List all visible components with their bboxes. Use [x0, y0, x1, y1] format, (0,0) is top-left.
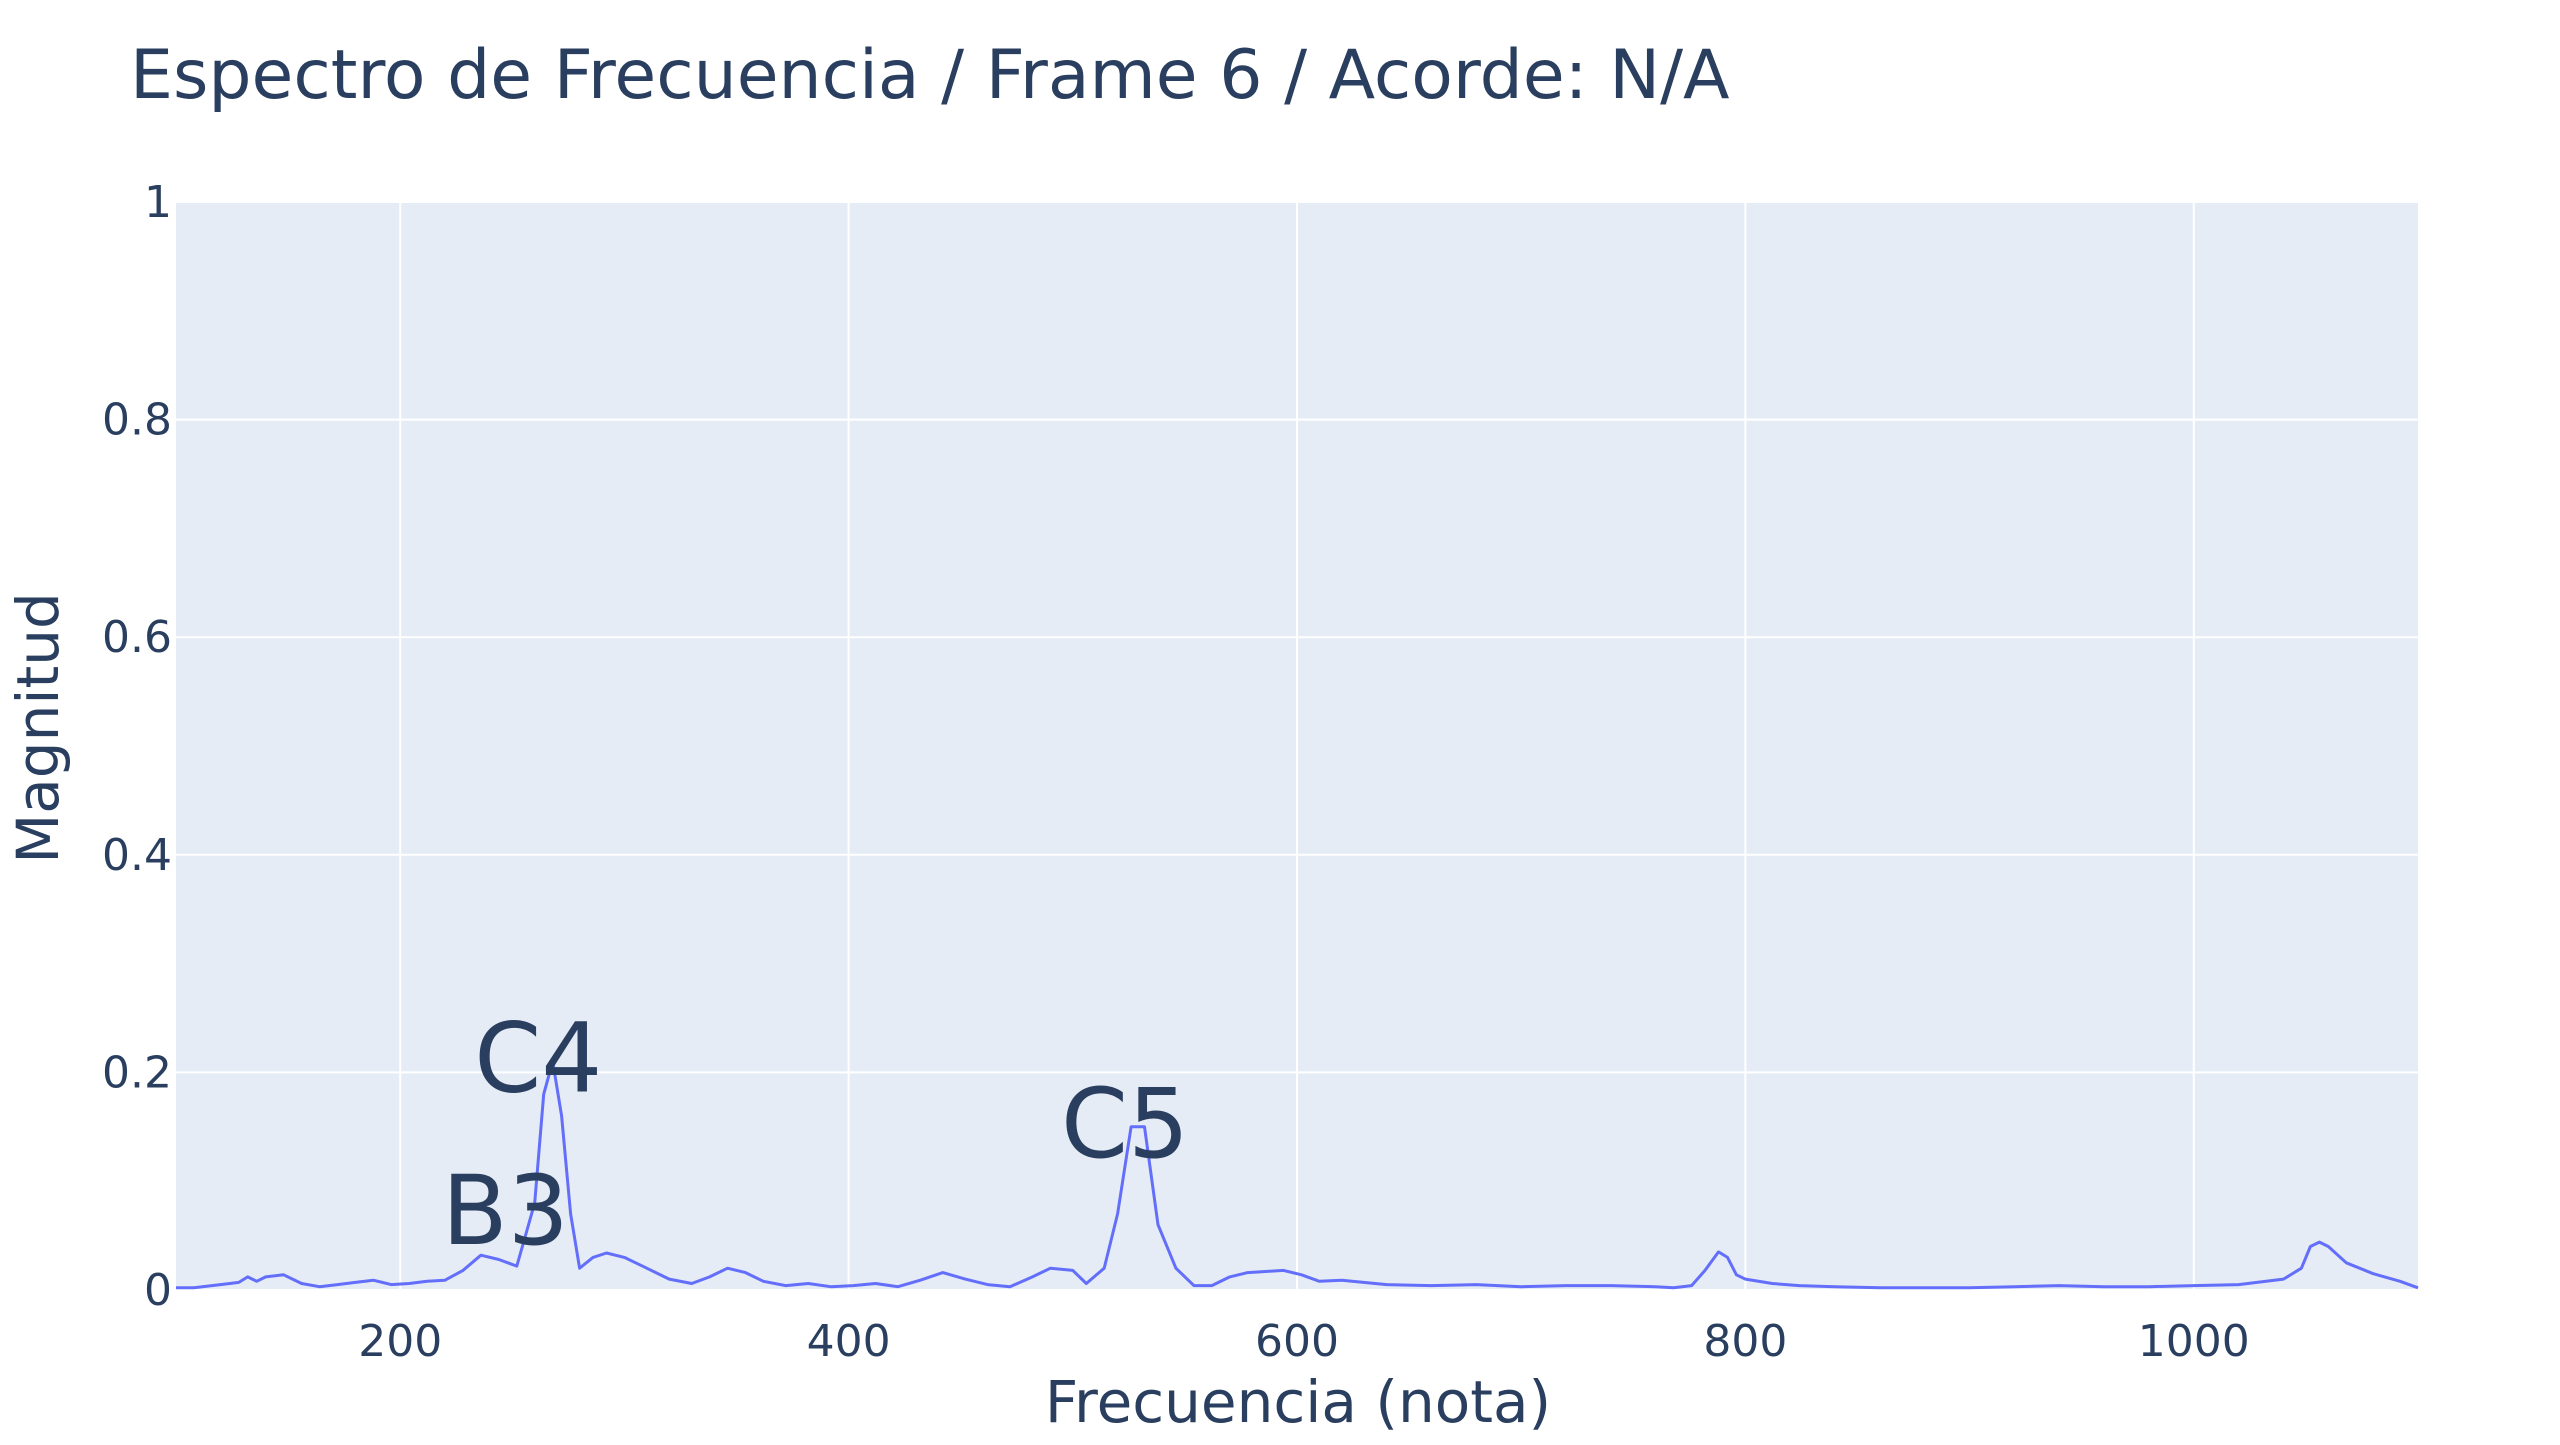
spectrum-line — [176, 1060, 2419, 1290]
series-layer — [176, 1060, 2419, 1290]
y-tick-label: 1 — [144, 177, 172, 228]
y-tick-label: 0.2 — [102, 1047, 172, 1098]
y-tick-label: 0.8 — [102, 395, 172, 446]
x-tick-label: 400 — [807, 1316, 891, 1367]
y-tick-label: 0.6 — [102, 612, 172, 663]
x-tick-label: 600 — [1255, 1316, 1339, 1367]
annotations: C4 B3 C5 — [442, 1003, 1189, 1267]
y-tick-label: 0.4 — [102, 830, 172, 881]
peak-label: C4 — [474, 1003, 602, 1115]
x-axis-title: Frecuencia (nota) — [1045, 1368, 1551, 1436]
y-axis-ticks: 0 0.2 0.4 0.6 0.8 1 — [102, 177, 172, 1316]
x-tick-label: 800 — [1703, 1316, 1787, 1367]
peak-label: B3 — [442, 1155, 569, 1267]
peak-label: C5 — [1061, 1068, 1189, 1180]
x-tick-label: 200 — [358, 1316, 442, 1367]
gridlines — [176, 201, 2418, 1291]
y-axis-title: Magnitud — [4, 592, 72, 864]
chart-title: Espectro de Frecuencia / Frame 6 / Acord… — [130, 36, 1730, 115]
x-tick-label: 1000 — [2138, 1316, 2250, 1367]
y-tick-label: 0 — [144, 1265, 172, 1316]
x-axis-ticks: 200 400 600 800 1000 — [358, 1316, 2250, 1367]
